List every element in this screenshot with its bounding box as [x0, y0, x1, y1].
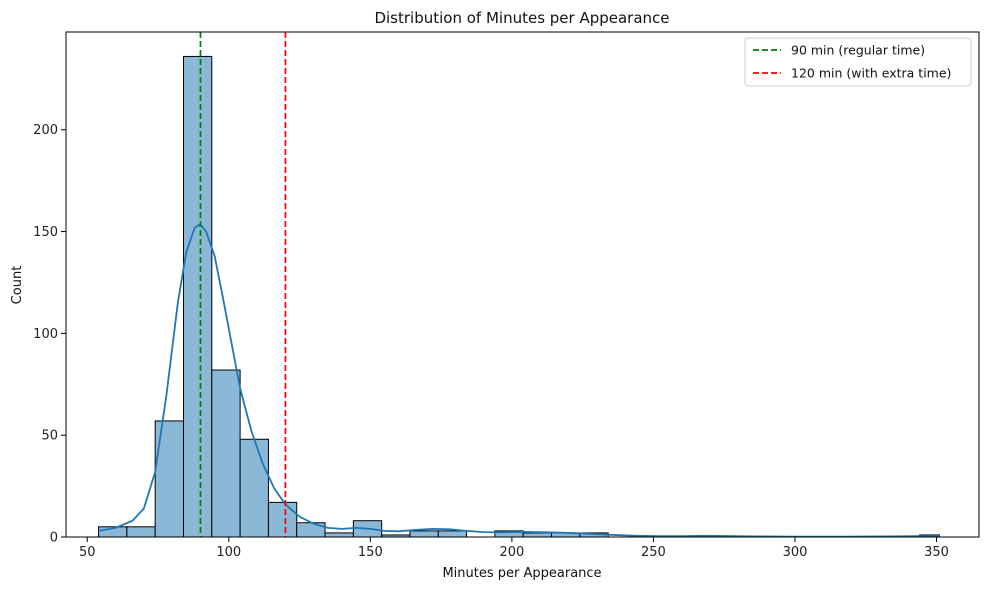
x-tick-label: 100: [216, 545, 241, 560]
x-axis-label: Minutes per Appearance: [442, 566, 601, 581]
y-tick-label: 50: [41, 429, 58, 444]
histogram-bar: [522, 532, 553, 538]
y-tick-label: 100: [33, 327, 58, 342]
reference-lines-layer: [199, 32, 287, 537]
bars-layer: [98, 55, 940, 538]
kde-curve: [98, 223, 940, 538]
x-tick-label: 150: [358, 545, 383, 560]
y-tick-label: 150: [33, 225, 58, 240]
histogram-bar: [267, 501, 298, 538]
histogram-bar: [126, 526, 156, 538]
y-axis-label: Count: [10, 266, 25, 305]
legend: 90 min (regular time) 120 min (with extra…: [744, 37, 972, 87]
y-tick-label: 200: [33, 123, 58, 138]
legend-label: 120 min (with extra time): [791, 66, 951, 81]
x-tick-label: 350: [924, 545, 949, 560]
x-tick-label: 200: [499, 545, 524, 560]
legend-box: [744, 37, 972, 87]
x-tick-label: 250: [641, 545, 666, 560]
histogram-bar: [239, 438, 269, 538]
y-tick-label: 0: [50, 531, 58, 546]
histogram-bar: [437, 530, 468, 538]
x-tick-label: 300: [783, 545, 808, 560]
axes-layer: 50 100 150 200 250 300 350 0 50 100 150 200: [33, 31, 980, 560]
histogram-bar: [182, 55, 213, 538]
plot-frame: [65, 31, 980, 538]
histogram-bar: [211, 369, 241, 538]
chart-title: Distribution of Minutes per Appearance: [374, 9, 669, 27]
histogram-bar: [324, 532, 354, 538]
kde-layer: [98, 223, 940, 538]
x-tick-label: 50: [79, 545, 96, 560]
legend-label: 90 min (regular time): [791, 43, 925, 58]
histogram-bar: [409, 530, 439, 538]
